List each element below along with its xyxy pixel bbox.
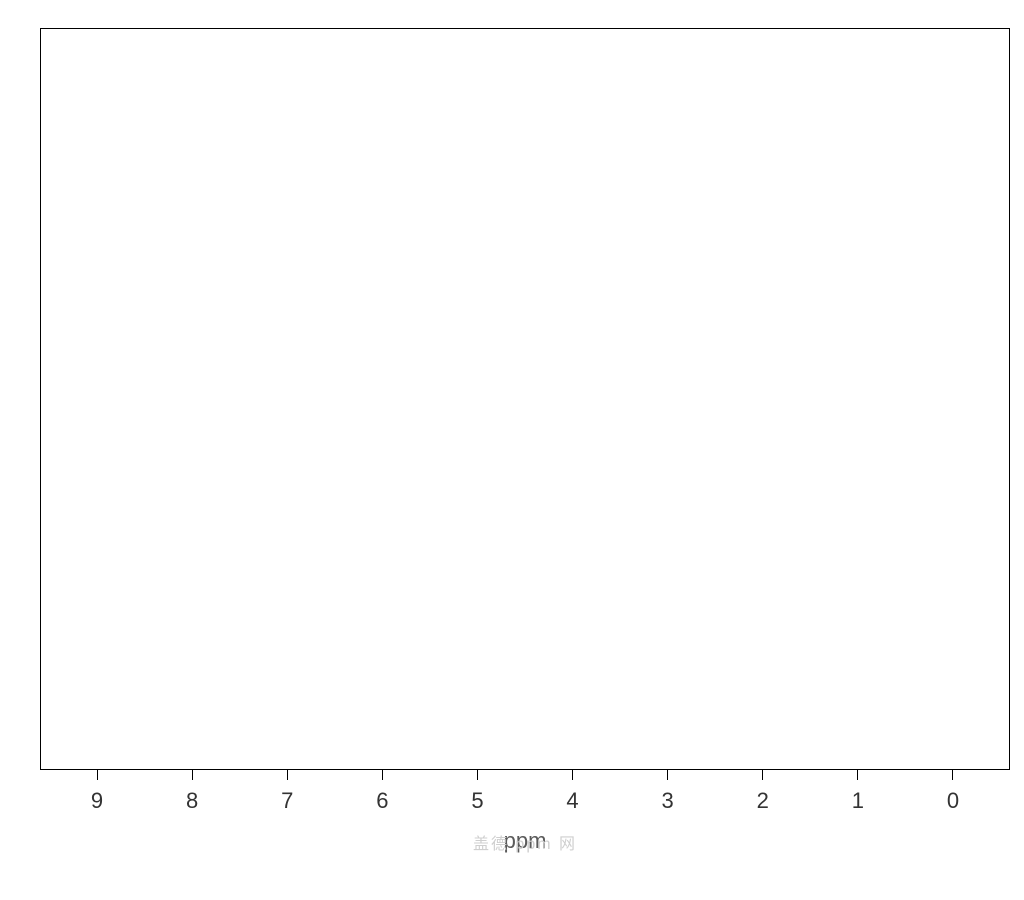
x-tick-label: 7 bbox=[281, 788, 293, 814]
nmr-plot: 9876543210 ppm 盖德 ppm 网 bbox=[0, 0, 1024, 900]
x-tick-label: 8 bbox=[186, 788, 198, 814]
x-tick bbox=[477, 770, 478, 780]
x-tick-label: 6 bbox=[376, 788, 388, 814]
x-tick-label: 2 bbox=[757, 788, 769, 814]
x-tick-label: 3 bbox=[662, 788, 674, 814]
x-tick-label: 5 bbox=[471, 788, 483, 814]
x-tick bbox=[382, 770, 383, 780]
x-tick bbox=[762, 770, 763, 780]
x-tick bbox=[192, 770, 193, 780]
x-tick bbox=[667, 770, 668, 780]
x-tick-label: 1 bbox=[852, 788, 864, 814]
x-tick bbox=[287, 770, 288, 780]
plot-frame bbox=[40, 28, 1010, 770]
x-tick-label: 4 bbox=[566, 788, 578, 814]
x-tick bbox=[952, 770, 953, 780]
x-tick bbox=[857, 770, 858, 780]
x-tick-label: 9 bbox=[91, 788, 103, 814]
x-tick bbox=[97, 770, 98, 780]
x-tick-label: 0 bbox=[947, 788, 959, 814]
watermark-text: 盖德 ppm 网 bbox=[473, 830, 577, 854]
x-tick bbox=[572, 770, 573, 780]
